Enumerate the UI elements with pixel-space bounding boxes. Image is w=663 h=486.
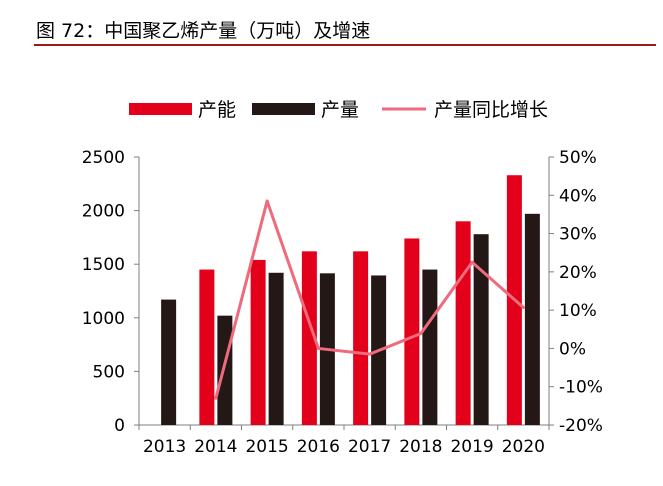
growth-line bbox=[214, 199, 525, 400]
x-tick-label: 2018 bbox=[399, 437, 442, 457]
bar-capacity-2015 bbox=[250, 259, 266, 425]
legend-label-2: 产量同比增长 bbox=[434, 99, 548, 121]
bars bbox=[161, 175, 540, 425]
y-right-tick-label: 30% bbox=[559, 225, 597, 245]
chart-title: 图 72：中国聚乙烯产量（万吨）及增速 bbox=[36, 20, 371, 42]
bar-output-2018 bbox=[422, 269, 438, 425]
y-left-tick-label: 2500 bbox=[82, 148, 125, 168]
bar-output-2015 bbox=[268, 272, 284, 425]
y-right-tick-label: 50% bbox=[559, 148, 597, 168]
bar-output-2019 bbox=[473, 234, 489, 425]
x-tick-label: 2015 bbox=[245, 437, 288, 457]
legend-swatch-0 bbox=[129, 103, 192, 115]
y-right-tick-label: 40% bbox=[559, 186, 597, 206]
x-tick-label: 2014 bbox=[194, 437, 237, 457]
x-tick-label: 2017 bbox=[348, 437, 391, 457]
y-right-tick-label: 0% bbox=[559, 339, 586, 359]
y-left-tick-label: 0 bbox=[114, 416, 125, 436]
growth-point-2016 bbox=[316, 346, 320, 350]
bar-capacity-2018 bbox=[404, 238, 420, 425]
growth-point-2019 bbox=[470, 260, 474, 264]
bar-capacity-2014 bbox=[199, 269, 215, 425]
legend: 产能 产量 产量同比增长 bbox=[129, 99, 548, 121]
y-right-tick-label: 20% bbox=[559, 263, 597, 283]
y-left-tick-label: 1500 bbox=[82, 255, 125, 275]
y-left-tick-label: 500 bbox=[93, 362, 125, 382]
growth-point-2018 bbox=[419, 331, 423, 335]
y-left-tick-label: 1000 bbox=[82, 309, 125, 329]
y-left-tick-label: 2000 bbox=[82, 202, 125, 222]
bar-capacity-2017 bbox=[353, 251, 369, 425]
y-right-tick-label: 10% bbox=[559, 301, 597, 321]
legend-swatch-1 bbox=[252, 103, 315, 115]
bar-capacity-2016 bbox=[301, 251, 317, 425]
legend-label-0: 产能 bbox=[198, 99, 236, 121]
legend-label-1: 产量 bbox=[321, 99, 359, 121]
growth-point-2014 bbox=[214, 396, 218, 400]
y-right-tick-label: -20% bbox=[559, 416, 603, 436]
bar-output-2013 bbox=[161, 299, 177, 425]
y-right-tick-label: -10% bbox=[559, 378, 603, 398]
x-tick-label: 2016 bbox=[297, 437, 340, 457]
x-tick-label: 2020 bbox=[502, 437, 545, 457]
bar-capacity-2019 bbox=[455, 221, 471, 425]
bar-output-2020 bbox=[524, 213, 540, 425]
growth-point-2017 bbox=[368, 352, 372, 356]
title-bar: 图 72：中国聚乙烯产量（万吨）及增速 bbox=[34, 10, 656, 46]
x-tick-label: 2019 bbox=[450, 437, 493, 457]
growth-point-2020 bbox=[521, 305, 525, 309]
x-tick-label: 2013 bbox=[143, 437, 186, 457]
axes: 0 500 1000 1500 2000 2500 -20% -10% 0% 10% 20% 30% 4… bbox=[82, 148, 603, 457]
bar-output-2014 bbox=[217, 315, 233, 425]
growth-point-2015 bbox=[265, 199, 269, 203]
